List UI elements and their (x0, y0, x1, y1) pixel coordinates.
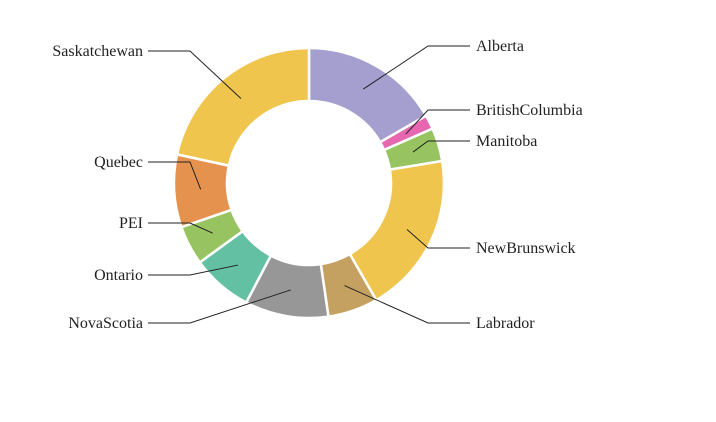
slice-label-ontario: Ontario (94, 267, 143, 284)
leader-line-quebec (148, 161, 202, 190)
slice-label-britishcolumbia: BritishColumbia (476, 102, 583, 119)
slice-label-novascotia: NovaScotia (68, 315, 143, 332)
slice-label-quebec: Quebec (94, 154, 143, 171)
leader-line-pei (148, 222, 213, 234)
slice-saskatchewan[interactable] (175, 46, 311, 168)
leader-line-novascotia (148, 289, 291, 324)
slice-label-saskatchewan: Saskatchewan (52, 43, 143, 60)
slice-label-newbrunswick: NewBrunswick (476, 240, 576, 257)
slice-label-alberta: Alberta (476, 38, 524, 55)
leader-line-britishcolumbia (405, 109, 470, 135)
slice-label-pei: PEI (119, 215, 143, 232)
leader-line-alberta (363, 45, 470, 90)
leader-line-manitoba (412, 140, 470, 153)
leader-line-labrador (344, 285, 470, 324)
slice-label-labrador: Labrador (476, 315, 535, 332)
leader-line-ontario (148, 264, 239, 276)
leader-line-saskatchewan (148, 50, 242, 99)
leader-line-newbrunswick (406, 229, 470, 249)
slice-label-manitoba: Manitoba (476, 133, 537, 150)
